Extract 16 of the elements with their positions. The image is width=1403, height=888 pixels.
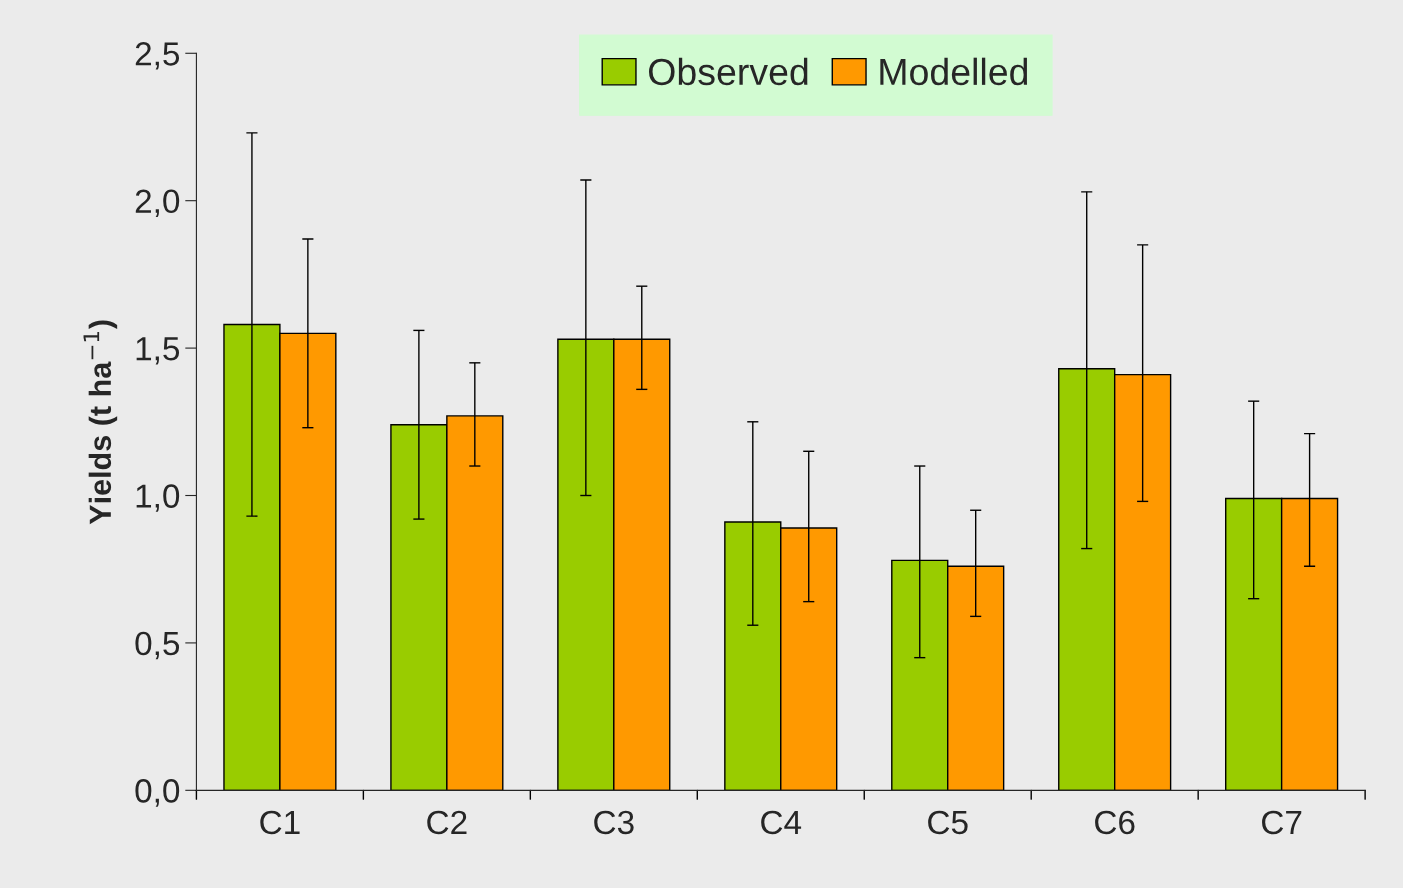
- x-tick-label: C4: [761, 810, 802, 835]
- legend-label: Modelled: [880, 57, 1028, 86]
- y-tick-label: 1,5: [136, 337, 180, 365]
- x-tick-label: C6: [1095, 810, 1135, 835]
- y-tick-label: 2,5: [135, 42, 180, 70]
- y-tick-label: 2,0: [135, 189, 180, 218]
- x-tick-label: C5: [928, 810, 968, 835]
- x-tick-label: C3: [594, 810, 634, 835]
- y-tick-label: 0,0: [135, 779, 180, 807]
- legend-label: Observed: [648, 57, 808, 86]
- y-tick-label: 0,5: [135, 631, 180, 660]
- y-tick-label: 1,0: [136, 484, 180, 512]
- y-axis-title: Yields (t ha$^{−1}$): [83, 320, 118, 525]
- x-tick-label: C7: [1262, 810, 1302, 835]
- x-tick-label: C1: [260, 810, 300, 835]
- x-tick-label: C2: [427, 810, 467, 835]
